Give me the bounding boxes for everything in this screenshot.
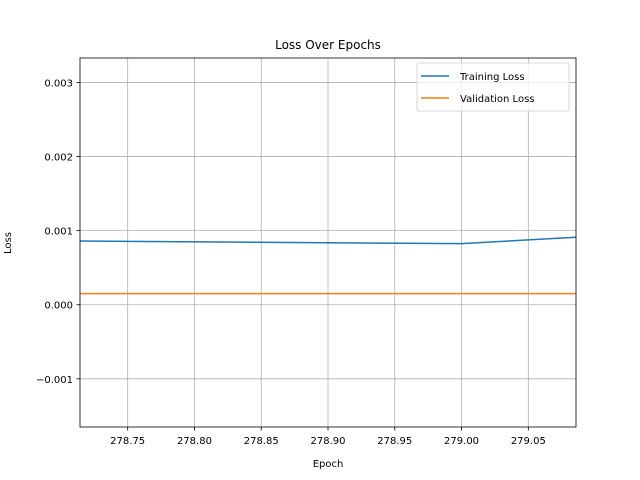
- y-tick-label: 0.001: [44, 227, 73, 238]
- x-tick-label: 278.80: [177, 436, 212, 447]
- chart-title: Loss Over Epochs: [275, 38, 381, 52]
- y-tick-label: 0.002: [44, 153, 73, 164]
- legend-label-2: Validation Loss: [460, 94, 535, 105]
- legend: Training Loss Validation Loss: [416, 62, 570, 112]
- x-ticks: 278.75 278.80 278.85 278.90 278.95 279.00 279.…: [110, 427, 546, 447]
- x-tick-label: 278.85: [244, 436, 279, 447]
- legend-label-1: Training Loss: [459, 72, 525, 83]
- y-tick-label: 0.000: [44, 301, 73, 312]
- x-tick-label: 278.75: [110, 436, 145, 447]
- legend-box: [416, 62, 570, 112]
- y-tick-label: −0.001: [36, 375, 73, 386]
- x-tick-label: 278.95: [377, 436, 412, 447]
- x-tick-label: 279.00: [444, 436, 479, 447]
- series-lines: [79, 236, 577, 295]
- series-line-1: [79, 236, 577, 245]
- y-axis-label: Loss: [3, 232, 14, 254]
- x-tick-label: 279.05: [511, 436, 546, 447]
- y-ticks: −0.001 0.000 0.001 0.002 0.003: [36, 78, 80, 386]
- x-tick-label: 278.90: [311, 436, 346, 447]
- y-tick-label: 0.003: [44, 78, 73, 89]
- x-axis-label: Epoch: [313, 459, 344, 470]
